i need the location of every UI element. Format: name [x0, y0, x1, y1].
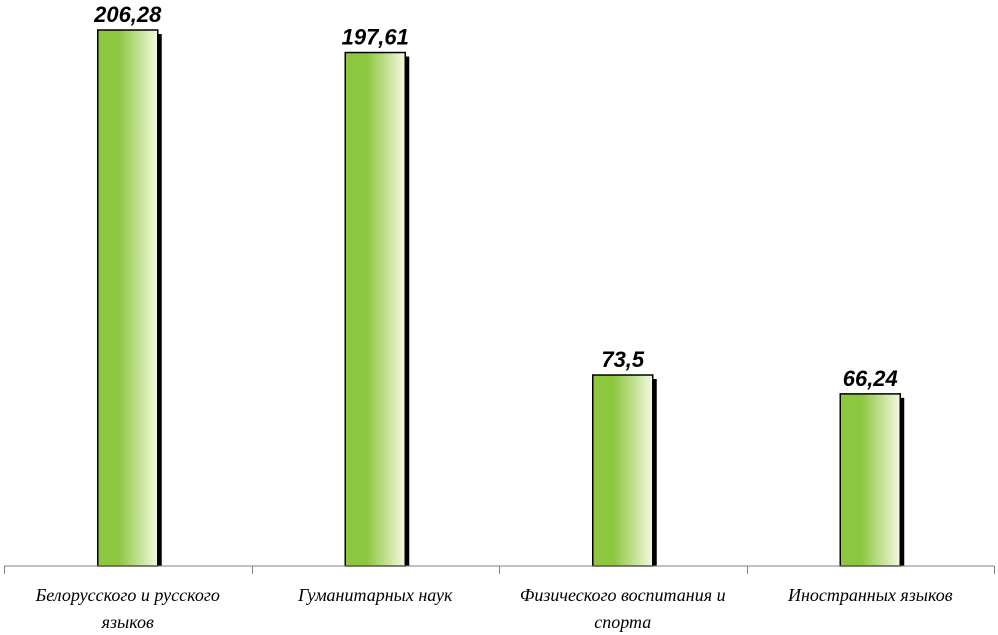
x-axis-ticks: [4, 566, 995, 574]
data-label: 66,24: [843, 366, 898, 391]
category-labels: Белорусского и русского языков Гуманитарны…: [35, 585, 953, 632]
category-label: Белорусского и русского: [35, 585, 220, 605]
bars-group: 206,28 197,61 73,5 66,24: [93, 2, 905, 567]
bar: [344, 51, 406, 567]
category-label: Гуманитарных наук: [297, 585, 453, 605]
bar: [839, 393, 901, 567]
data-label: 206,28: [93, 2, 162, 27]
category-label: Иностранных языков: [787, 585, 953, 605]
category-label: языков: [101, 612, 154, 632]
bar: [97, 29, 159, 567]
data-label: 73,5: [601, 347, 645, 372]
category-label: спорта: [594, 612, 651, 632]
data-label: 197,61: [342, 25, 409, 50]
bar: [592, 374, 654, 567]
category-label: Физического воспитания и: [520, 585, 726, 605]
